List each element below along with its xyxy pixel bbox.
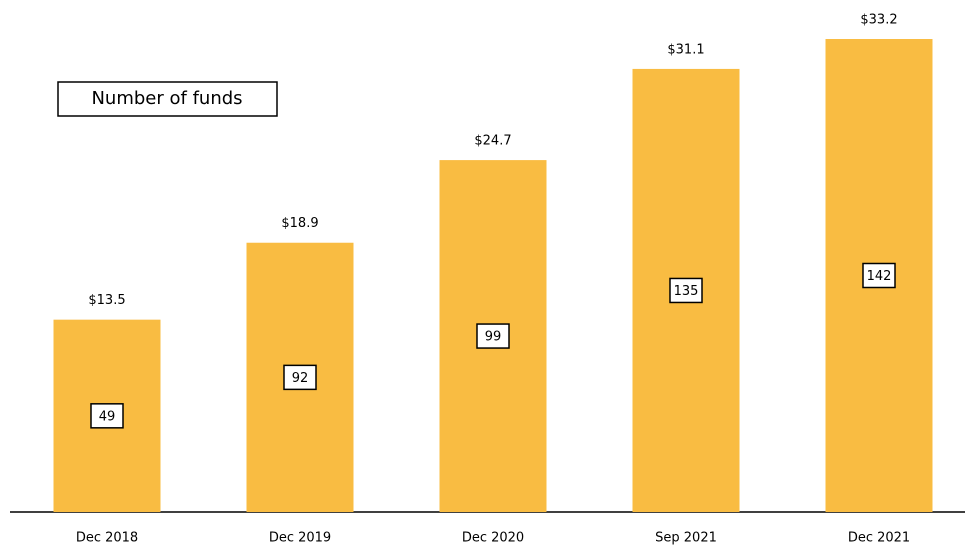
value-label: $33.2	[860, 13, 897, 28]
x-tick-label: Dec 2019	[269, 531, 331, 546]
fund-count-label: 135	[674, 284, 699, 299]
fund-count-label: 92	[292, 371, 309, 386]
value-label: $18.9	[281, 216, 318, 231]
x-tick-label: Dec 2018	[76, 531, 138, 546]
value-label: $31.1	[667, 42, 704, 57]
fund-count-label: 142	[867, 269, 892, 284]
fund-count-box	[862, 262, 896, 289]
legend-label: Number of funds	[91, 88, 242, 109]
x-tick-label: Sep 2021	[655, 531, 717, 546]
x-tick-label: Dec 2021	[848, 531, 910, 546]
fund-count-box	[90, 403, 124, 429]
legend-box	[57, 81, 278, 117]
fund-count-box	[669, 277, 703, 304]
fund-count-box	[476, 323, 510, 349]
value-label: $24.7	[474, 134, 511, 149]
x-tick-label: Dec 2020	[462, 531, 524, 546]
fund-count-box	[283, 364, 317, 391]
fund-count-label: 99	[485, 330, 502, 345]
fund-count-label: 49	[99, 409, 116, 424]
value-label: $13.5	[88, 293, 125, 308]
